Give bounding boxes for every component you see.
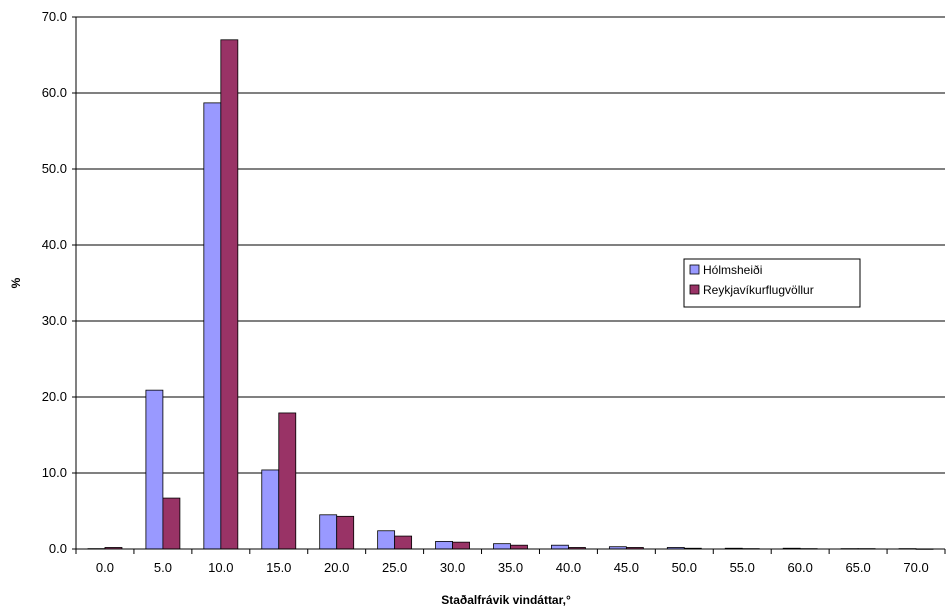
x-tick-label: 10.0: [208, 560, 233, 575]
bar-series-2: [162, 497, 181, 550]
bar-series-1: [319, 514, 338, 550]
bar-series-1: [203, 102, 222, 550]
bar-series-1: [551, 544, 569, 550]
bar-series-2: [278, 412, 297, 550]
legend-swatch: [689, 264, 700, 275]
x-tick-label: 35.0: [498, 560, 523, 575]
x-tick-label: 25.0: [382, 560, 407, 575]
bar-series-1: [435, 541, 453, 550]
x-axis-title: Staðalfrávik vindáttar,°: [441, 593, 571, 607]
bar-series-2: [220, 39, 239, 550]
bar-series-1: [261, 469, 280, 550]
bar-series-1: [493, 543, 511, 550]
axes: [72, 16, 946, 554]
legend-label: Hólmsheiði: [703, 263, 762, 277]
bar-series-1: [377, 530, 396, 550]
y-tick-label: 40.0: [42, 237, 67, 252]
legend-label: Reykjavíkurflugvöllur: [703, 283, 814, 297]
x-tick-label: 30.0: [440, 560, 465, 575]
bar-series-2: [452, 541, 470, 550]
y-tick-label: 70.0: [42, 9, 67, 24]
x-tick-label: 20.0: [324, 560, 349, 575]
y-tick-label: 60.0: [42, 85, 67, 100]
x-tick-label: 65.0: [845, 560, 870, 575]
x-tick-label: 70.0: [903, 560, 928, 575]
legend: Hólmsheiði Reykjavíkurflugvöllur: [683, 258, 861, 308]
x-tick-label: 45.0: [614, 560, 639, 575]
y-tick-label: 50.0: [42, 161, 67, 176]
bars: [87, 39, 934, 550]
y-tick-label: 30.0: [42, 313, 67, 328]
x-tick-label: 40.0: [556, 560, 581, 575]
x-tick-label: 0.0: [96, 560, 114, 575]
y-tick-labels: 0.0 10.0 20.0 30.0 40.0 50.0 60.0 70.0: [42, 9, 67, 556]
y-axis-title: %: [9, 277, 23, 288]
x-tick-label: 50.0: [672, 560, 697, 575]
x-tick-label: 15.0: [266, 560, 291, 575]
bar-series-1: [145, 389, 164, 550]
bar-series-2: [394, 535, 413, 550]
x-tick-label: 60.0: [788, 560, 813, 575]
y-tick-label: 20.0: [42, 389, 67, 404]
bar-series-2: [336, 515, 355, 550]
x-tick-label: 5.0: [154, 560, 172, 575]
legend-swatch: [689, 284, 700, 295]
y-tick-label: 10.0: [42, 465, 67, 480]
x-tick-labels: 0.0 5.0 10.0 15.0 20.0 25.0 30.0 35.0 40.0 45.0 50…: [96, 560, 929, 575]
x-tick-label: 55.0: [730, 560, 755, 575]
legend-box: [683, 258, 861, 308]
y-tick-label: 0.0: [49, 541, 67, 556]
bar-series-2: [510, 544, 528, 550]
